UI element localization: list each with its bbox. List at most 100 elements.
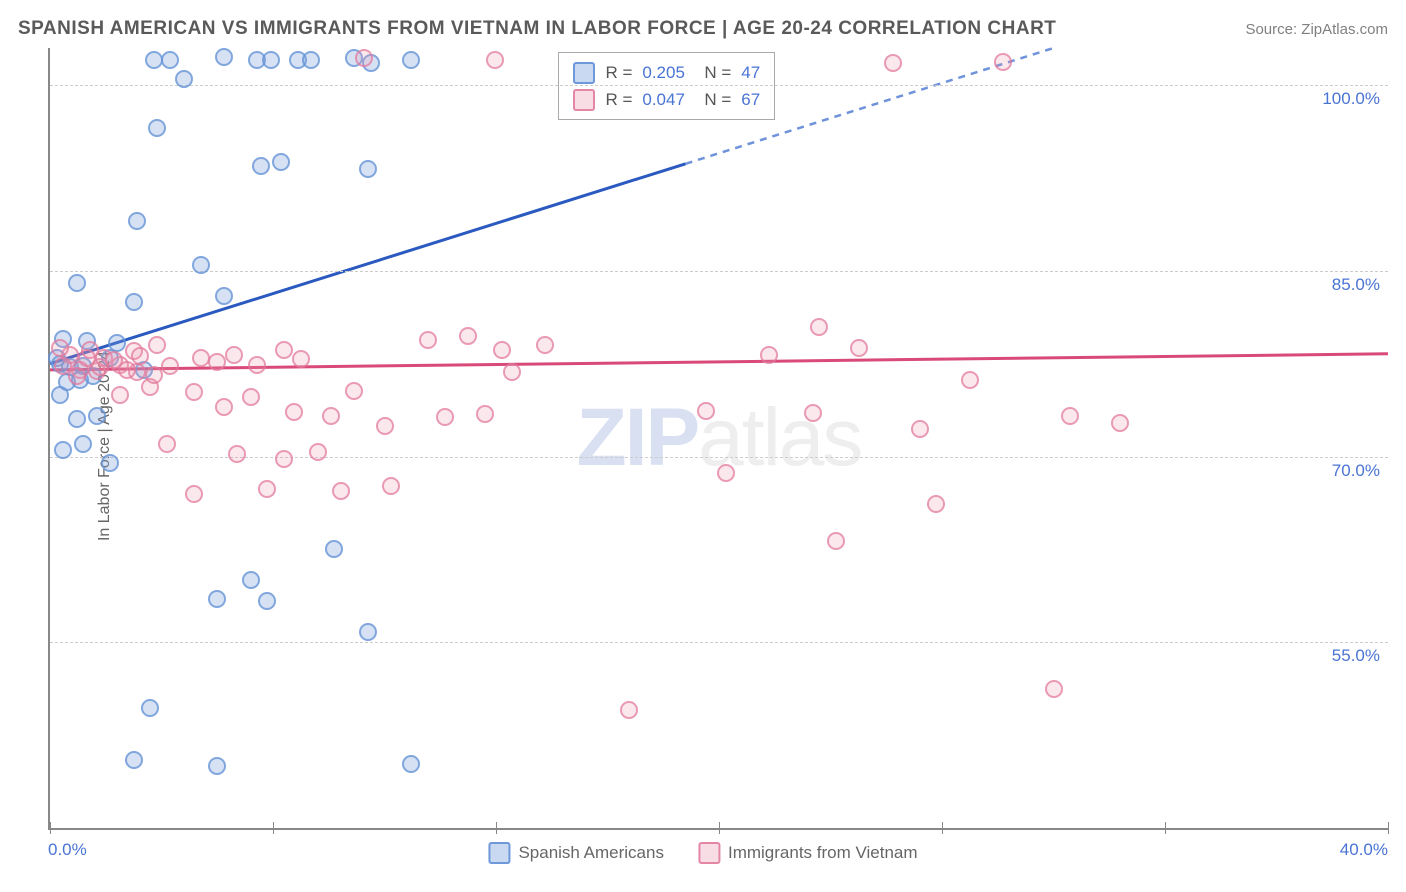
data-point — [493, 341, 511, 359]
data-point — [355, 49, 373, 67]
trend-lines — [50, 48, 1388, 828]
n-value-blue: 47 — [741, 59, 760, 86]
gridline — [50, 642, 1388, 643]
data-point — [486, 51, 504, 69]
data-point — [382, 477, 400, 495]
data-point — [242, 388, 260, 406]
stats-row-blue: R = 0.205 N = 47 — [573, 59, 760, 86]
x-tick — [496, 822, 497, 834]
gridline — [50, 271, 1388, 272]
data-point — [192, 349, 210, 367]
data-point — [961, 371, 979, 389]
data-point — [252, 157, 270, 175]
data-point — [215, 287, 233, 305]
data-point — [175, 70, 193, 88]
trend-line — [50, 164, 686, 364]
data-point — [359, 623, 377, 641]
data-point — [345, 382, 363, 400]
data-point — [145, 366, 163, 384]
data-point — [994, 53, 1012, 71]
chart-title: SPANISH AMERICAN VS IMMIGRANTS FROM VIET… — [18, 18, 1056, 40]
data-point — [208, 757, 226, 775]
swatch-pink-icon — [698, 842, 720, 864]
data-point — [810, 318, 828, 336]
data-point — [125, 293, 143, 311]
data-point — [376, 417, 394, 435]
data-point — [51, 339, 69, 357]
data-point — [88, 407, 106, 425]
legend-label-blue: Spanish Americans — [518, 843, 664, 863]
data-point — [292, 350, 310, 368]
data-point — [285, 403, 303, 421]
data-point — [101, 454, 119, 472]
data-point — [68, 274, 86, 292]
data-point — [419, 331, 437, 349]
data-point — [54, 441, 72, 459]
title-bar: SPANISH AMERICAN VS IMMIGRANTS FROM VIET… — [18, 18, 1388, 40]
data-point — [208, 590, 226, 608]
data-point — [192, 256, 210, 274]
data-point — [302, 51, 320, 69]
legend-item-pink: Immigrants from Vietnam — [698, 842, 918, 864]
data-point — [125, 751, 143, 769]
swatch-blue-icon — [488, 842, 510, 864]
n-label: N = — [695, 86, 731, 113]
r-value-pink: 0.047 — [642, 86, 685, 113]
swatch-blue-icon — [573, 62, 595, 84]
x-axis-min-label: 0.0% — [48, 840, 87, 860]
data-point — [332, 482, 350, 500]
data-point — [697, 402, 715, 420]
series-legend: Spanish Americans Immigrants from Vietna… — [488, 842, 917, 864]
data-point — [272, 153, 290, 171]
data-point — [927, 495, 945, 513]
n-value-pink: 67 — [741, 86, 760, 113]
y-tick-label: 55.0% — [1332, 646, 1380, 666]
swatch-pink-icon — [573, 89, 595, 111]
data-point — [262, 51, 280, 69]
data-point — [322, 407, 340, 425]
data-point — [208, 353, 226, 371]
x-tick — [719, 822, 720, 834]
data-point — [827, 532, 845, 550]
y-tick-label: 70.0% — [1332, 461, 1380, 481]
data-point — [402, 51, 420, 69]
data-point — [804, 404, 822, 422]
data-point — [1111, 414, 1129, 432]
source-label: Source: ZipAtlas.com — [1245, 21, 1388, 38]
data-point — [275, 450, 293, 468]
data-point — [148, 336, 166, 354]
data-point — [225, 346, 243, 364]
r-value-blue: 0.205 — [642, 59, 685, 86]
data-point — [476, 405, 494, 423]
data-point — [158, 435, 176, 453]
stats-legend: R = 0.205 N = 47 R = 0.047 N = 67 — [558, 52, 775, 120]
data-point — [884, 54, 902, 72]
data-point — [503, 363, 521, 381]
data-point — [111, 386, 129, 404]
data-point — [215, 48, 233, 66]
data-point — [325, 540, 343, 558]
x-tick — [50, 822, 51, 834]
data-point — [1045, 680, 1063, 698]
data-point — [275, 341, 293, 359]
data-point — [850, 339, 868, 357]
data-point — [228, 445, 246, 463]
x-tick — [1388, 822, 1389, 834]
data-point — [242, 571, 260, 589]
x-tick — [273, 822, 274, 834]
data-point — [185, 485, 203, 503]
watermark-prefix: ZIP — [577, 392, 699, 483]
plot-area: ZIPatlas R = 0.205 N = 47 R = 0.047 N = … — [48, 48, 1388, 830]
n-label: N = — [695, 59, 731, 86]
chart-container: SPANISH AMERICAN VS IMMIGRANTS FROM VIET… — [0, 0, 1406, 892]
r-label: R = — [605, 59, 632, 86]
x-tick — [942, 822, 943, 834]
data-point — [760, 346, 778, 364]
data-point — [185, 383, 203, 401]
data-point — [68, 410, 86, 428]
data-point — [148, 119, 166, 137]
y-tick-label: 85.0% — [1332, 275, 1380, 295]
data-point — [145, 51, 163, 69]
data-point — [215, 398, 233, 416]
y-tick-label: 100.0% — [1322, 89, 1380, 109]
